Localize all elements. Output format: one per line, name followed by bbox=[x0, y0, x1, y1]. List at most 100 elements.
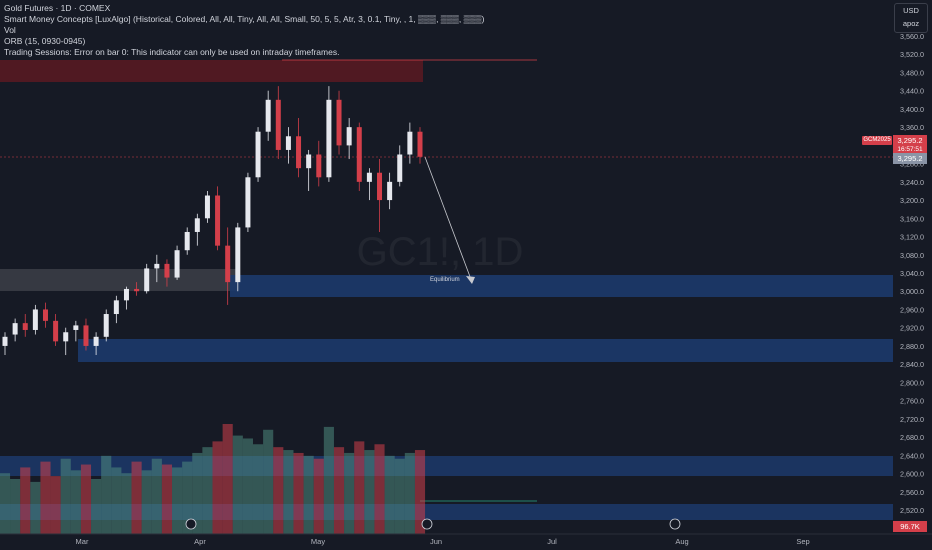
price-tick-label: 2,520.0 bbox=[900, 506, 924, 515]
time-tick-label: Jul bbox=[547, 537, 557, 546]
candle-body bbox=[204, 195, 210, 219]
ticker-tag: GCM2025 bbox=[862, 136, 892, 145]
currency-sub: apoz bbox=[902, 19, 920, 28]
candle-body bbox=[336, 99, 342, 146]
event-marker-icon[interactable] bbox=[669, 518, 681, 530]
price-tick-label: 2,920.0 bbox=[900, 324, 924, 333]
candle-body bbox=[235, 227, 241, 283]
volume-bar bbox=[0, 473, 11, 534]
candle-body bbox=[255, 131, 261, 178]
countdown-tag: 16:57:51 bbox=[893, 144, 927, 155]
candle-body bbox=[164, 263, 170, 278]
volume-bar bbox=[10, 479, 21, 534]
equilibrium-label: Equilibrium bbox=[430, 277, 460, 283]
candle-body bbox=[53, 320, 59, 342]
projection-line bbox=[424, 156, 473, 283]
price-tick-label: 3,240.0 bbox=[900, 178, 924, 187]
prev-price-tag: 3,295.2 bbox=[893, 153, 927, 164]
candle-body bbox=[144, 268, 150, 292]
candle-body bbox=[306, 154, 312, 169]
candle-body bbox=[215, 195, 221, 246]
time-tick-label: Jun bbox=[430, 537, 442, 546]
candle-body bbox=[2, 336, 8, 346]
volume-bar bbox=[364, 450, 375, 534]
projection-arrowhead bbox=[466, 276, 475, 284]
grey-zone bbox=[0, 269, 240, 291]
volume-bar bbox=[161, 464, 173, 534]
volume-bar bbox=[232, 435, 243, 534]
candle-body bbox=[93, 336, 99, 346]
candle-body bbox=[32, 309, 38, 330]
candle-body bbox=[174, 250, 180, 278]
price-tick-label: 3,080.0 bbox=[900, 251, 924, 260]
candle-body bbox=[184, 231, 190, 251]
candle-body bbox=[285, 136, 291, 150]
price-tick-label: 3,040.0 bbox=[900, 269, 924, 278]
price-tick-label: 3,200.0 bbox=[900, 196, 924, 205]
volume-bar bbox=[70, 470, 81, 534]
volume-bar bbox=[414, 450, 426, 534]
candle-body bbox=[194, 218, 200, 232]
volume-bar bbox=[354, 441, 365, 534]
price-tick-label: 3,560.0 bbox=[900, 32, 924, 41]
volume-tag: 96.7K bbox=[893, 521, 927, 532]
candle-body bbox=[316, 154, 322, 178]
last-price-tag: 3,295.2 bbox=[893, 135, 927, 146]
legend-sessions[interactable]: Trading Sessions: Error on bar 0: This i… bbox=[4, 47, 340, 57]
watermark: GC1!, 1D bbox=[357, 230, 524, 274]
candle-body bbox=[245, 177, 251, 228]
chart-legend: Gold Futures · 1D · COMEX Smart Money Co… bbox=[4, 3, 484, 58]
price-tick-label: 2,720.0 bbox=[900, 415, 924, 424]
candle-body bbox=[275, 99, 281, 150]
volume-bar bbox=[344, 452, 355, 534]
volume-bar bbox=[30, 481, 41, 534]
legend-orb[interactable]: ORB (15, 0930-0945) bbox=[4, 36, 86, 46]
price-tick-label: 2,760.0 bbox=[900, 397, 924, 406]
candle-body bbox=[397, 154, 403, 182]
volume-bar bbox=[222, 424, 233, 534]
price-axis-bg[interactable] bbox=[893, 0, 932, 534]
volume-bar bbox=[182, 461, 193, 534]
supply-zone-top bbox=[0, 60, 423, 82]
legend-smc[interactable]: Smart Money Concepts [LuxAlgo] (Historic… bbox=[4, 14, 485, 24]
volume-bar bbox=[50, 476, 61, 534]
candle-body bbox=[103, 314, 109, 337]
candle-body bbox=[417, 131, 423, 157]
candle-body bbox=[12, 323, 18, 335]
time-tick-label: Sep bbox=[796, 537, 809, 546]
price-tick-label: 3,520.0 bbox=[900, 50, 924, 59]
volume-bar bbox=[333, 447, 345, 534]
time-tick-label: May bbox=[311, 537, 325, 546]
currency-button[interactable]: USD apoz bbox=[894, 3, 928, 33]
price-tick-label: 2,640.0 bbox=[900, 451, 924, 460]
event-marker-icon[interactable] bbox=[421, 518, 433, 530]
legend-vol[interactable]: Vol bbox=[4, 25, 16, 35]
price-tick-label: 3,120.0 bbox=[900, 233, 924, 242]
candle-body bbox=[42, 309, 48, 321]
legend-symbol[interactable]: Gold Futures · 1D · COMEX bbox=[4, 3, 111, 13]
candle-body bbox=[377, 172, 383, 201]
candle-body bbox=[346, 127, 352, 146]
event-marker-icon[interactable] bbox=[185, 518, 197, 530]
volume-bar bbox=[374, 444, 385, 534]
volume-bar bbox=[151, 458, 162, 534]
currency-code: USD bbox=[903, 6, 919, 15]
volume-bar bbox=[121, 473, 132, 534]
price-tick-label: 2,840.0 bbox=[900, 360, 924, 369]
volume-bar bbox=[192, 452, 203, 534]
volume-bar bbox=[273, 447, 284, 534]
price-tick-label: 3,360.0 bbox=[900, 123, 924, 132]
equilibrium-zone bbox=[230, 275, 893, 297]
volume-bar bbox=[242, 438, 253, 534]
volume-bar bbox=[384, 455, 395, 534]
price-tick-label: 2,880.0 bbox=[900, 342, 924, 351]
volume-bar bbox=[172, 467, 183, 534]
volume-bar bbox=[313, 458, 324, 534]
volume-bar bbox=[303, 455, 314, 534]
candle-body bbox=[366, 172, 372, 182]
volume-bar bbox=[40, 461, 51, 534]
candle-body bbox=[387, 181, 393, 201]
volume-bar bbox=[101, 455, 112, 534]
volume-bar bbox=[60, 458, 71, 534]
